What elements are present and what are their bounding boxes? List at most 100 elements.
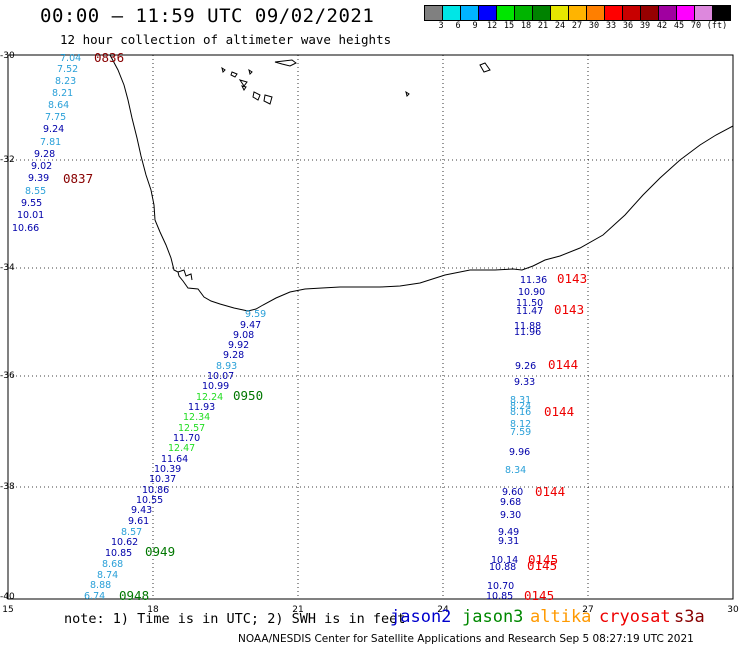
colorbar-label: 30 — [588, 21, 600, 31]
wave-height-value: 11.96 — [514, 327, 541, 338]
latitude-label: -38 — [0, 482, 15, 492]
time-label: 0145 — [528, 552, 558, 567]
wave-height-value: 11.93 — [188, 402, 215, 413]
wave-height-value: 9.68 — [500, 497, 521, 508]
wave-height-value: 9.55 — [21, 198, 42, 209]
longitude-label: 18 — [147, 605, 159, 615]
time-label: 0836 — [94, 50, 124, 65]
longitude-label: 21 — [292, 605, 303, 615]
track-west-values: 7.047.528.238.218.647.759.24 7.819.289.02… — [12, 53, 81, 234]
wave-height-value: 12.24 — [196, 392, 223, 403]
colorbar-cell — [623, 6, 641, 20]
wave-height-value: 9.60 — [502, 487, 523, 498]
wave-height-value: 8.93 — [216, 361, 237, 372]
wave-height-value: 9.59 — [245, 309, 266, 320]
colorbar-label: 33 — [605, 21, 617, 31]
colorbar-label: 6 — [455, 21, 461, 31]
wave-height-value: 10.07 — [207, 371, 234, 382]
wave-height-value: 10.01 — [17, 210, 44, 221]
wave-height-value: 7.81 — [40, 137, 61, 148]
longitude-label: 30 — [727, 605, 739, 615]
wave-height-value: 9.47 — [240, 320, 261, 331]
wave-height-value: 8.74 — [97, 570, 118, 581]
wave-height-value: 10.99 — [202, 381, 229, 392]
wave-height-value: 10.62 — [111, 537, 138, 548]
colorbar-cell — [677, 6, 695, 20]
time-label: 0144 — [548, 357, 578, 372]
colorbar-cell — [425, 6, 443, 20]
wave-height-colorbar — [424, 5, 731, 21]
wave-height-value: 10.70 — [487, 581, 514, 592]
wave-height-value: 8.64 — [48, 100, 69, 111]
legend-item-s3a: s3a — [674, 607, 705, 627]
wave-height-value: 7.59 — [510, 427, 531, 438]
wave-height-value: 9.31 — [498, 536, 519, 547]
colorbar-label: 9 — [472, 21, 478, 31]
wave-height-value: 10.90 — [518, 287, 545, 298]
colorbar-cell — [569, 6, 587, 20]
wave-height-value: 10.85 — [105, 548, 132, 559]
wave-height-value: 8.31 — [510, 395, 531, 406]
latitude-label: -40 — [0, 592, 15, 602]
map-title: 00:00 – 11:59 UTC 09/02/2021 — [40, 5, 375, 27]
wave-height-value: 9.39 — [28, 173, 49, 184]
wave-height-value: 9.24 — [43, 124, 64, 135]
time-label: 0145 — [524, 588, 554, 603]
colorbar-label: 15 — [503, 21, 515, 31]
wave-height-value: 10.88 — [489, 562, 516, 573]
wave-height-value: 9.96 — [509, 447, 530, 458]
map-frame — [7, 54, 734, 600]
wave-height-value: 11.50 — [516, 298, 543, 309]
islands — [221, 59, 491, 105]
colorbar-cell — [515, 6, 533, 20]
wave-height-value: 8.55 — [25, 186, 46, 197]
wave-height-value: 12.47 — [168, 443, 195, 454]
colorbar-cell — [587, 6, 605, 20]
legend-item-jason2: jason2 — [390, 607, 452, 627]
time-label: 0948 — [119, 588, 149, 603]
wave-height-value: 8.23 — [55, 76, 76, 87]
time-label: 0144 — [544, 404, 574, 419]
wave-height-value: 9.92 — [228, 340, 249, 351]
colorbar-label: 70 — [690, 21, 702, 31]
colorbar-label: 27 — [571, 21, 583, 31]
time-label: 0837 — [63, 171, 93, 186]
wave-height-value: 9.49 — [498, 527, 519, 538]
latitude-label: -34 — [0, 263, 15, 273]
wave-height-value: 10.39 — [154, 464, 181, 475]
legend-item-jason3: jason3 — [462, 607, 524, 627]
colorbar-cell — [533, 6, 551, 20]
colorbar-label: 36 — [622, 21, 634, 31]
grid-lines — [8, 55, 733, 599]
wave-height-value: 11.36 — [520, 275, 547, 286]
map-subtitle: 12 hour collection of altimeter wave hei… — [60, 32, 392, 47]
colorbar-cell — [551, 6, 569, 20]
wave-height-value: 11.88 — [514, 321, 541, 332]
coastline-false-bay — [177, 269, 193, 281]
wave-height-value: 10.55 — [136, 495, 163, 506]
colorbar-cell — [713, 6, 730, 20]
wave-height-value: 8.16 — [510, 407, 531, 418]
time-label: 0144 — [535, 484, 565, 499]
colorbar-cell — [659, 6, 677, 20]
colorbar-label: 18 — [520, 21, 532, 31]
time-label: 0949 — [145, 544, 175, 559]
wave-height-value: 8.34 — [505, 465, 526, 476]
latitude-label: -32 — [0, 155, 15, 165]
wave-height-value: 10.66 — [12, 223, 39, 234]
wave-height-value: 11.47 — [516, 306, 543, 317]
wave-height-value: 8.57 — [121, 527, 142, 538]
wave-height-value: 9.02 — [31, 161, 52, 172]
colorbar-cell — [479, 6, 497, 20]
wave-height-value: 7.52 — [57, 64, 78, 75]
wave-height-value: 9.08 — [233, 330, 254, 341]
longitude-label: 24 — [437, 605, 449, 615]
wave-height-value: 7.75 — [45, 112, 66, 123]
wave-height-value: 10.85 — [486, 591, 513, 602]
wave-height-value: 10.14 — [491, 555, 518, 566]
coastline-south-africa — [109, 54, 734, 312]
time-label: 0950 — [233, 388, 263, 403]
wave-height-value: 7.04 — [60, 53, 81, 64]
colorbar-cell — [461, 6, 479, 20]
